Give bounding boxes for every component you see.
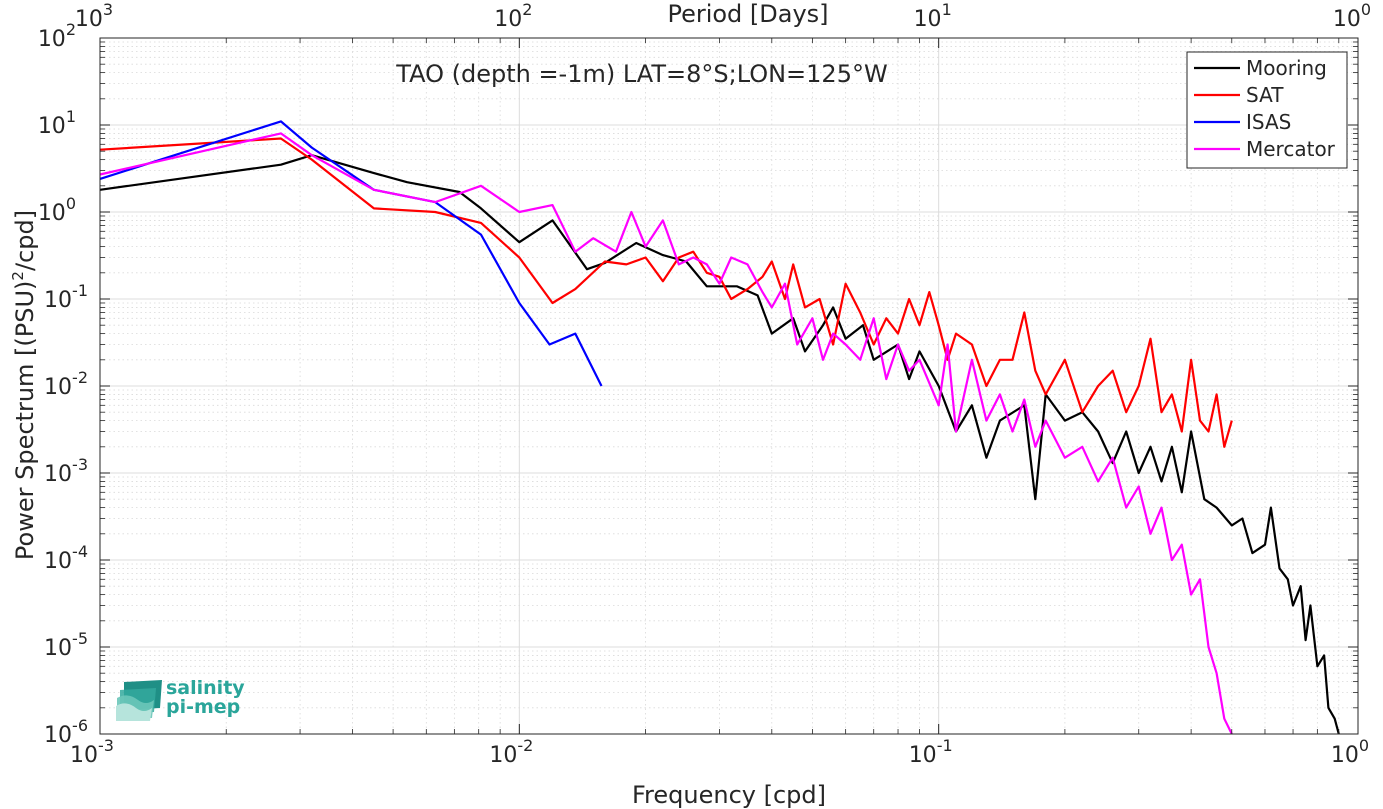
top-tick-label-base: 10 (75, 7, 103, 32)
legend: Mooring SAT ISAS Mercator (1186, 51, 1348, 169)
legend-label-mooring: Mooring (1246, 56, 1327, 80)
x-tick-label-base: 10 (909, 743, 937, 768)
waves-logo-icon (116, 680, 162, 721)
x-tick-label-base: 10 (489, 743, 517, 768)
series-layer (99, 120, 1340, 735)
y-tick-label-base: 10 (44, 375, 72, 400)
top-tick-label: 102 (494, 0, 532, 32)
x-tick-label-exponent: -2 (517, 736, 533, 755)
y-axis-label-main: Power Spectrum [(PSU) (11, 281, 39, 560)
y-tick-label-exponent: -5 (72, 629, 88, 648)
top-tick-label-exponent: 2 (522, 0, 532, 19)
tick-marks (99, 37, 1359, 735)
y-tick-label: 102 (38, 20, 76, 52)
x-tick-label-base: 10 (70, 743, 98, 768)
y-tick-label-exponent: -4 (72, 542, 88, 561)
x-tick-label: 100 (1331, 736, 1369, 768)
y-tick-label-exponent: -2 (72, 368, 88, 387)
y-tick-label: 10-6 (44, 716, 88, 748)
x-axis-label: Frequency [cpd] (632, 781, 826, 809)
y-tick-label: 10-2 (44, 368, 88, 400)
top-tick-label-exponent: 3 (103, 0, 113, 19)
top-tick-label-exponent: 0 (1361, 0, 1371, 19)
chart-title: TAO (depth =-1m) LAT=8°S;LON=125°W (395, 60, 887, 88)
y-tick-label-base: 10 (44, 549, 72, 574)
y-axis-label: Power Spectrum [(PSU)2/cpd] (9, 210, 39, 560)
legend-label-isas: ISAS (1246, 110, 1291, 134)
top-tick-label: 101 (914, 0, 952, 32)
salinity-pi-mep-logo: salinity pi-mep (116, 677, 245, 721)
y-tick-label-exponent: 1 (66, 107, 76, 126)
x-tick-label: 10-1 (909, 736, 953, 768)
y-axis-label-superscript: 2 (9, 271, 27, 281)
y-tick-label: 10-3 (44, 455, 88, 487)
logo-text-line2: pi-mep (166, 696, 240, 718)
x-tick-label-base: 10 (1331, 743, 1359, 768)
top-tick-label-base: 10 (914, 7, 942, 32)
series-line-sat (99, 137, 1233, 448)
top-axis-label: Period [Days] (667, 0, 828, 28)
x-tick-label: 10-2 (489, 736, 533, 768)
y-tick-label-exponent: 2 (66, 20, 76, 39)
y-tick-label-base: 10 (38, 201, 66, 226)
y-tick-label: 100 (38, 194, 76, 226)
series-line-isas (99, 120, 603, 387)
series-line-mercator (99, 132, 1233, 735)
y-axis-label-tail: /cpd] (11, 210, 39, 271)
top-tick-label-base: 10 (1333, 7, 1361, 32)
y-tick-label-exponent: -1 (72, 281, 88, 300)
y-tick-label-base: 10 (44, 636, 72, 661)
top-tick-label-base: 10 (494, 7, 522, 32)
y-tick-label-base: 10 (44, 288, 72, 313)
y-tick-label-base: 10 (38, 27, 66, 52)
top-tick-label-exponent: 1 (942, 0, 952, 19)
y-tick-label: 10-5 (44, 629, 88, 661)
y-tick-label: 101 (38, 107, 76, 139)
series-line-mooring (99, 154, 1340, 735)
y-tick-label-base: 10 (38, 114, 66, 139)
y-tick-label: 10-4 (44, 542, 88, 574)
y-tick-label-base: 10 (44, 723, 72, 748)
y-tick-label-exponent: 0 (66, 194, 76, 213)
top-tick-label: 100 (1333, 0, 1371, 32)
logo-text-line1: salinity (166, 677, 245, 699)
x-tick-label-exponent: 0 (1359, 736, 1369, 755)
top-tick-label: 103 (75, 0, 113, 32)
x-tick-label-exponent: -3 (98, 736, 114, 755)
y-tick-label-base: 10 (44, 462, 72, 487)
x-tick-label-exponent: -1 (937, 736, 953, 755)
legend-label-sat: SAT (1246, 83, 1284, 107)
y-tick-label: 10-1 (44, 281, 88, 313)
x-tick-label: 10-3 (70, 736, 114, 768)
legend-label-mercator: Mercator (1246, 137, 1336, 161)
y-tick-label-exponent: -3 (72, 455, 88, 474)
y-tick-label-exponent: -6 (72, 716, 88, 735)
